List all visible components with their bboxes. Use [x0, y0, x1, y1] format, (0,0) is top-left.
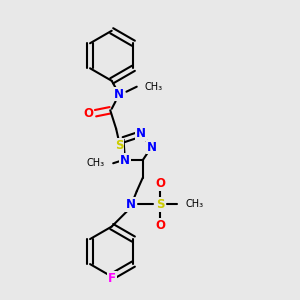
Text: S: S — [115, 139, 123, 152]
Text: O: O — [83, 107, 93, 120]
Text: CH₃: CH₃ — [86, 158, 104, 168]
Text: N: N — [136, 127, 146, 140]
Text: N: N — [146, 141, 157, 154]
Text: O: O — [155, 177, 165, 190]
Text: CH₃: CH₃ — [185, 200, 203, 209]
Text: S: S — [156, 198, 165, 211]
Text: F: F — [108, 272, 116, 285]
Text: O: O — [155, 219, 165, 232]
Text: N: N — [120, 154, 130, 167]
Text: N: N — [126, 198, 136, 211]
Text: N: N — [114, 88, 124, 100]
Text: CH₃: CH₃ — [144, 82, 162, 92]
